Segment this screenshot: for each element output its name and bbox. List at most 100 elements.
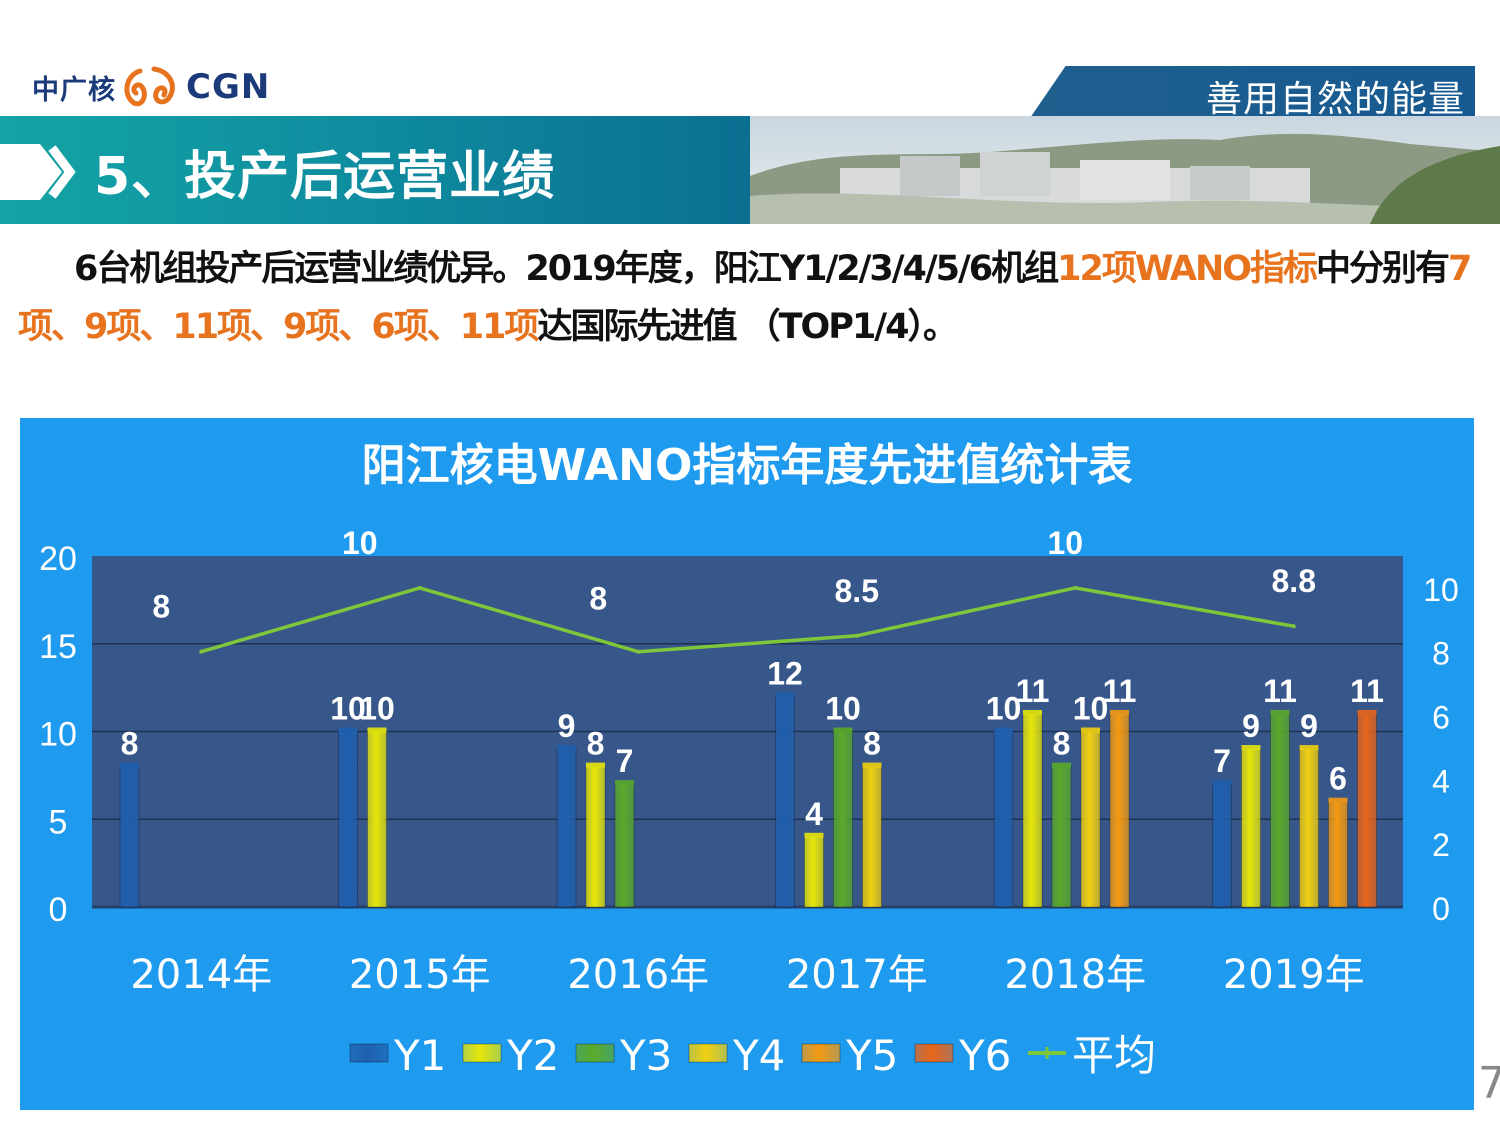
- bar-cap: [994, 727, 1013, 733]
- x-tick-label: 2016年: [567, 952, 709, 998]
- legend-label: Y4: [732, 1031, 785, 1080]
- avg-point: [199, 649, 204, 654]
- x-tick-label: 2018年: [1004, 952, 1146, 998]
- bar-cap: [120, 762, 139, 768]
- avg-value-label: 8: [152, 589, 170, 625]
- bar-cap: [615, 780, 634, 786]
- y2-tick-label: 4: [1432, 763, 1450, 799]
- intro-highlight-2: 7项、9项、11项、9项、6项、11项: [18, 249, 1472, 347]
- bar-Y2: [1241, 748, 1261, 908]
- bar-Y2: [1022, 713, 1043, 908]
- bar-value-label: 8: [1053, 726, 1071, 762]
- logo-cn-text: 中广核: [32, 74, 116, 106]
- legend-swatch-Y3: [575, 1043, 615, 1063]
- section-title-band: 5、投产后运营业绩: [0, 116, 750, 224]
- avg-value-label: 8.8: [1272, 563, 1316, 599]
- bar-Y3: [614, 783, 635, 908]
- cgn-swirl-icon: [124, 66, 175, 107]
- bar-value-label: 8: [863, 726, 881, 762]
- bar-Y1: [119, 766, 140, 908]
- bar-Y4: [862, 766, 882, 908]
- y-tick-label: 15: [39, 628, 77, 666]
- bar-cap: [833, 727, 853, 733]
- legend-swatch-Y5: [801, 1043, 841, 1063]
- bar-Y1: [775, 695, 795, 908]
- bar-cap: [1299, 745, 1319, 751]
- y2-tick-label: 0: [1432, 891, 1450, 927]
- bar-value-label: 10: [1073, 691, 1109, 727]
- bar-Y4: [1299, 748, 1319, 908]
- bar-value-label: 10: [330, 691, 366, 727]
- avg-point: [1291, 624, 1296, 629]
- bar-cap: [862, 762, 882, 768]
- avg-point: [1073, 585, 1078, 590]
- bar-value-label: 7: [1213, 743, 1231, 779]
- section-title: 5、投产后运营业绩: [94, 147, 556, 207]
- bar-cap: [1081, 727, 1100, 733]
- bar-Y5: [1109, 713, 1130, 908]
- bar-Y3: [833, 731, 853, 908]
- wano-chart: 阳江核电WANO指标年度先进值统计表 0510152002468102014年8…: [39, 440, 1459, 1080]
- bar-value-label: 11: [1350, 673, 1384, 709]
- x-tick-label: 2014年: [130, 952, 272, 998]
- bar-Y3: [1270, 713, 1290, 908]
- bar-value-label: 8: [121, 726, 139, 762]
- bar-value-label: 6: [1329, 761, 1347, 797]
- intro-paragraph: 6台机组投产后运营业绩优异。2019年度，阳江Y1/2/3/4/5/6机组12项…: [18, 240, 1480, 356]
- y2-tick-label: 10: [1423, 572, 1459, 608]
- logo-en-text: CGN: [186, 67, 271, 107]
- bar-value-label: 8: [587, 726, 605, 762]
- bar-cap: [1052, 762, 1071, 768]
- avg-value-label: 8.5: [835, 573, 879, 609]
- avg-value-label: 10: [342, 525, 378, 561]
- bar-cap: [1357, 709, 1377, 715]
- bar-cap: [1241, 745, 1261, 751]
- bar-value-label: 12: [767, 655, 803, 691]
- bar-Y1: [338, 731, 358, 908]
- bar-Y6: [1357, 713, 1377, 908]
- bar-cap: [775, 692, 795, 698]
- avg-value-label: 8: [589, 581, 607, 617]
- bar-cap: [1212, 780, 1232, 786]
- bar-cap: [338, 727, 358, 733]
- legend-label: 平均: [1072, 1031, 1156, 1080]
- double-chevron-icon: [0, 144, 76, 200]
- legend-swatch-Y2: [462, 1043, 502, 1063]
- y-tick-label: 0: [49, 891, 68, 929]
- bar-cap: [1023, 709, 1042, 715]
- bar-value-label: 11: [1263, 673, 1297, 709]
- legend-swatch-Y1: [349, 1043, 389, 1063]
- intro-text-3: 达国际先进值 （TOP1/4）。: [537, 307, 957, 347]
- y-tick-label: 5: [49, 803, 68, 841]
- intro-highlight-1: 12项WANO指标: [1057, 249, 1318, 289]
- chart-panel: 阳江核电WANO指标年度先进值统计表 0 5 10 15 20 0 2 4 6 8 10 2014年 8…: [20, 418, 1474, 1110]
- bar-cap: [1328, 797, 1348, 803]
- avg-line: [200, 586, 1295, 654]
- bar-cap: [557, 745, 576, 751]
- bar-cap: [1270, 709, 1290, 715]
- legend-label: Y2: [506, 1031, 559, 1080]
- y-tick-label: 20: [39, 540, 77, 578]
- bar-value-label: 11: [1103, 673, 1137, 709]
- bar-Y1: [993, 731, 1014, 908]
- legend-swatch-Y6: [914, 1043, 954, 1063]
- bar-value-label: 4: [805, 796, 823, 832]
- intro-text-2: 中分别有: [1316, 249, 1450, 289]
- plant-photo: [750, 116, 1500, 224]
- bar-cap: [1110, 709, 1129, 715]
- bar-Y2: [585, 766, 606, 908]
- bar-cap: [804, 832, 824, 838]
- legend-label: Y1: [393, 1031, 446, 1080]
- avg-point: [417, 585, 422, 590]
- bar-Y3: [1051, 766, 1072, 908]
- bar-value-label: 10: [825, 691, 861, 727]
- y2-tick-label: 8: [1432, 636, 1450, 672]
- slogan-bar: 善用自然的能量: [1030, 66, 1475, 118]
- x-tick-label: 2015年: [349, 952, 491, 998]
- intro-text-1: 6台机组投产后运营业绩优异。2019年度，阳江Y1/2/3/4/5/6机组: [74, 249, 1059, 289]
- avg-value-label: 10: [1047, 525, 1083, 561]
- legend-label: Y5: [845, 1031, 898, 1080]
- avg-point: [636, 649, 641, 654]
- bar-Y4: [1080, 731, 1101, 908]
- bar-cap: [586, 762, 605, 768]
